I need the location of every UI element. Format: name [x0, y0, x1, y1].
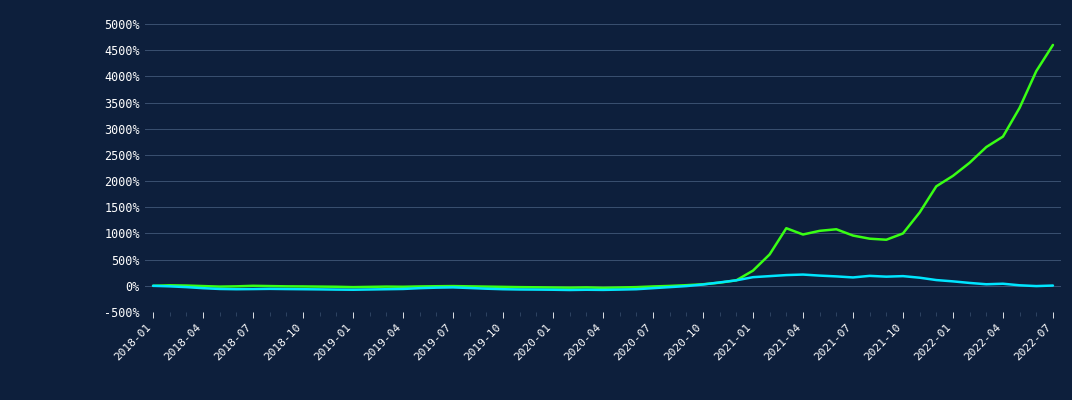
BTC	[480, 286, 493, 291]
Long Short	[596, 286, 609, 290]
BTC	[563, 288, 576, 292]
BTC	[1046, 283, 1059, 288]
Long Short	[147, 284, 160, 288]
BTC	[313, 287, 326, 292]
BTC	[1030, 284, 1043, 288]
BTC	[147, 284, 160, 288]
BTC	[796, 272, 809, 277]
Long Short	[313, 284, 326, 289]
Long Short	[963, 160, 976, 165]
Line: Long Short: Long Short	[153, 45, 1053, 288]
BTC	[247, 287, 259, 292]
Long Short	[1030, 69, 1043, 74]
BTC	[363, 287, 376, 292]
Line: BTC: BTC	[153, 274, 1053, 290]
Long Short	[247, 284, 259, 288]
Long Short	[480, 284, 493, 289]
Long Short	[1046, 42, 1059, 47]
BTC	[980, 282, 993, 287]
Long Short	[363, 284, 376, 289]
